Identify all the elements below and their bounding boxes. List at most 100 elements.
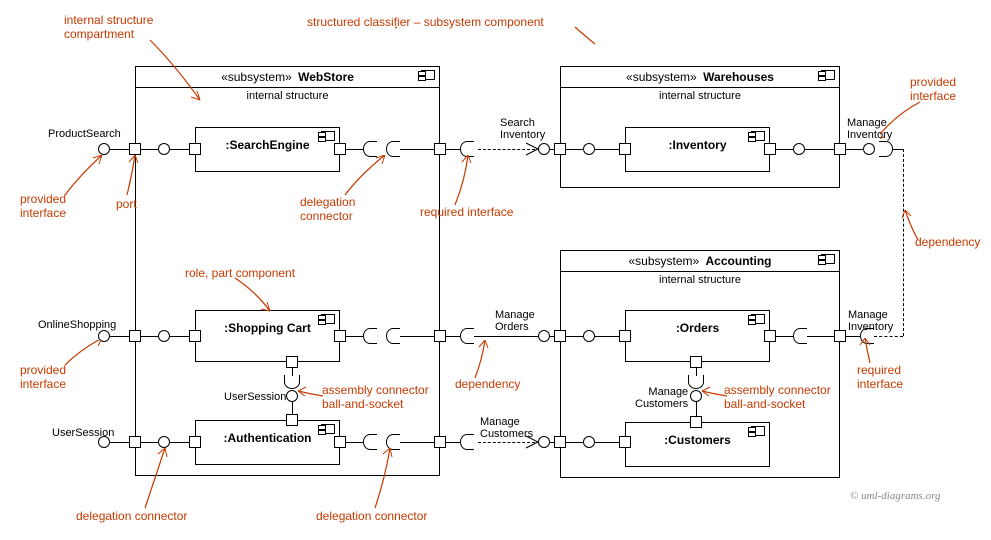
anno-arrow [117,155,157,205]
connector-line [346,442,363,443]
connector-line [846,149,863,150]
stereotype: «subsystem» [626,70,697,84]
connector-line [566,336,583,337]
ball-icon [863,143,875,155]
anno-provided-tr: provided interface [910,75,956,103]
anno-arrow [140,448,200,513]
anno-arrow [370,448,430,513]
connector-line [550,336,555,337]
connector-line [400,442,434,443]
ball-icon [98,436,110,448]
connector-line [550,149,555,150]
connector-line [807,336,834,337]
connector-line [170,336,189,337]
anno-arrow [898,210,938,250]
connector-line [170,149,189,150]
anno-arrow [340,155,400,205]
anno-arrow [702,386,742,406]
connector-line [776,336,793,337]
ball-icon [158,330,170,342]
anno-arrow [298,386,338,406]
anno-arrow [450,155,490,210]
copyright: © uml-diagrams.org [850,490,940,502]
subsystem-name: Warehouses [703,70,774,84]
anno-arrow [60,340,140,375]
port [129,143,141,155]
socket-icon [793,328,807,344]
connector-line [110,149,129,150]
component-icon [751,314,765,324]
connector-line [400,336,434,337]
ball-icon [538,143,550,155]
anno-arrow [880,100,940,150]
connector-line [446,149,460,150]
ball-icon [538,330,550,342]
port [434,436,446,448]
port [334,143,346,155]
anno-assembly-1: assembly connector ball-and-socket [322,383,429,411]
connector-line [566,442,583,443]
ball-icon [583,330,595,342]
port [834,143,846,155]
anno-arrow [395,25,595,75]
component-customers: :Customers [625,422,770,467]
connector-line [776,149,793,150]
connector-line [110,442,129,443]
subsystem-warehouses-sub: internal structure [561,87,839,104]
ball-icon [583,143,595,155]
port [690,356,702,368]
subsystem-warehouses-header: «subsystem» Warehouses [561,67,839,87]
connector-line [550,442,555,443]
connector-line [292,402,293,414]
connector-line [400,149,434,150]
stereotype: «subsystem» [628,254,699,268]
label-manage-customers-acc: Manage Customers [635,386,688,410]
port [286,414,298,426]
ball-icon [286,390,298,402]
ball-icon [158,436,170,448]
subsystem-name: Accounting [706,254,772,268]
port [619,330,631,342]
port [764,143,776,155]
connector-line [474,336,538,337]
component-icon [751,426,765,436]
subsystem-accounting-sub: internal structure [561,271,839,288]
ball-icon [583,436,595,448]
label-product-search: ProductSearch [48,128,121,140]
ball-icon [690,390,702,402]
connector-line [696,402,697,416]
component-shopping-cart: :Shopping Cart [195,310,340,362]
label-manage-orders: Manage Orders [495,309,535,333]
dependency-line [874,336,903,337]
socket-icon [386,328,400,344]
port [129,436,141,448]
component-icon [821,254,835,264]
ball-icon [158,143,170,155]
connector-line [595,149,619,150]
connector-line [595,336,619,337]
connector-line [446,442,460,443]
port [189,143,201,155]
port [286,356,298,368]
socket-icon [460,434,474,450]
component-authentication: :Authentication [195,420,340,465]
label-user-session-inner: UserSession [224,391,286,403]
anno-arrow [855,338,895,373]
stereotype: «subsystem» [221,70,292,84]
port [619,143,631,155]
port [434,143,446,155]
port [554,330,566,342]
port [189,436,201,448]
subsystem-name: WebStore [298,70,354,84]
port [434,330,446,342]
connector-line [141,149,158,150]
anno-arrow [230,276,290,316]
connector-line [110,336,129,337]
connector-line [566,149,583,150]
port [834,330,846,342]
component-icon [321,131,335,141]
connector-line [805,149,834,150]
anno-arrow [470,340,510,385]
component-icon [321,424,335,434]
connector-line [446,336,460,337]
